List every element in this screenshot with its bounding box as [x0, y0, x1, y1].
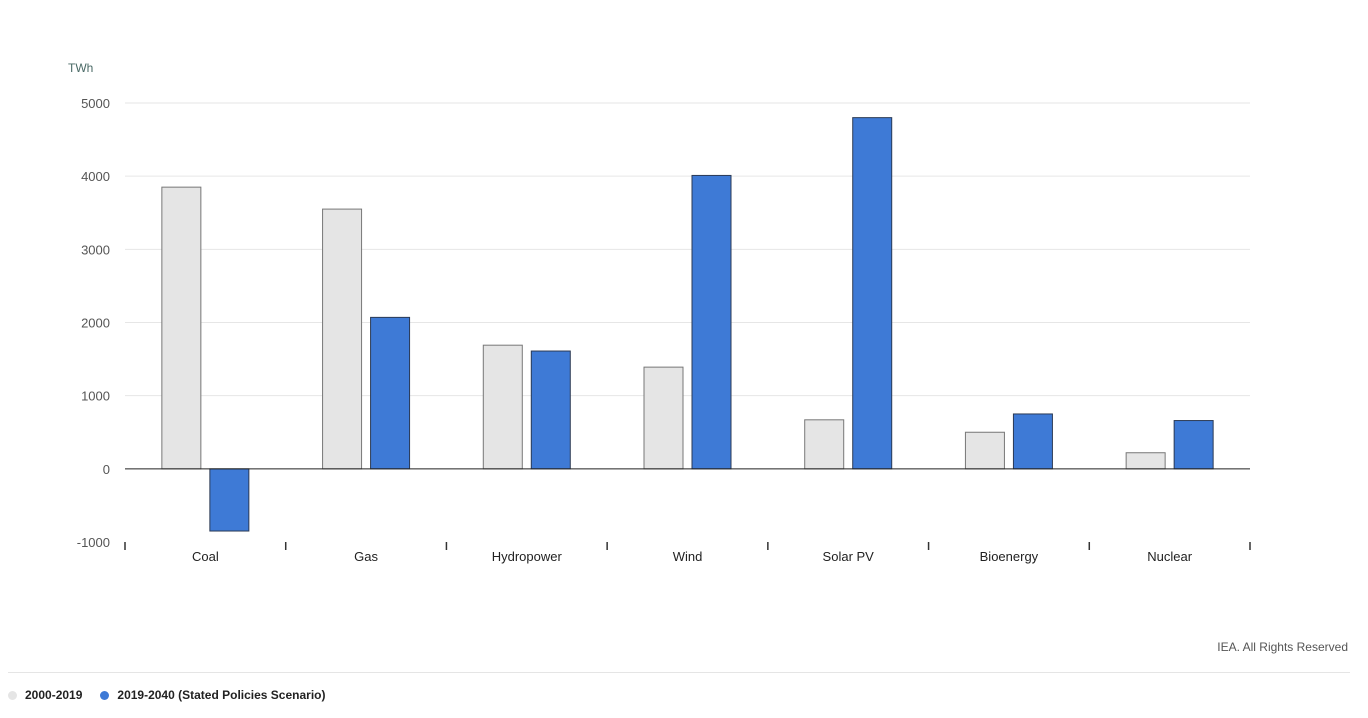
grid-lines: [125, 102, 1250, 397]
bar-bioenergy-series-2: [1012, 413, 1053, 470]
bar-hydropower-series-1: [482, 344, 523, 470]
bar-chart: TWh -1000 0 1000 2000 3000 4000 5000 Coal Gas Hy…: [68, 61, 1251, 564]
bar-gas-series-1: [322, 208, 363, 470]
y-tick-label: 3000: [81, 242, 110, 257]
legend-label: 2019-2040 (Stated Policies Scenario): [117, 688, 326, 702]
x-category-label: Nuclear: [1147, 549, 1192, 564]
y-axis-unit-label: TWh: [68, 61, 93, 75]
y-tick-label: -1000: [77, 535, 110, 550]
y-tick-label: 1000: [81, 389, 110, 404]
y-tick-label: 5000: [81, 96, 110, 111]
bar-nuclear-series-1: [1125, 452, 1166, 470]
bar-wind-series-2: [691, 174, 732, 470]
y-tick-label: 2000: [81, 316, 110, 331]
bar-wind-series-1: [643, 366, 684, 470]
bar-coal-series-1: [161, 186, 202, 470]
y-axis-ticks: -1000 0 1000 2000 3000 4000 5000: [77, 96, 110, 550]
x-category-label: Hydropower: [492, 549, 563, 564]
bar-hydropower-series-2: [530, 350, 571, 470]
x-axis: Coal Gas Hydropower Wind Solar PV Bioenergy Nu…: [124, 468, 1251, 564]
legend-swatch-icon: [8, 690, 17, 700]
legend-divider: [8, 672, 1350, 673]
bar-solar-pv-series-2: [852, 117, 893, 470]
bar-solar-pv-series-1: [804, 419, 845, 470]
bars: [161, 117, 1214, 532]
chart-legend: 2000-2019 2019-2040 (Stated Policies Scen…: [8, 688, 326, 702]
y-tick-label: 0: [103, 462, 110, 477]
bar-nuclear-series-2: [1173, 420, 1214, 470]
y-tick-label: 4000: [81, 169, 110, 184]
bar-gas-series-2: [370, 316, 411, 470]
x-category-label: Bioenergy: [980, 549, 1039, 564]
bar-coal-series-2: [209, 468, 250, 532]
copyright-credit: IEA. All Rights Reserved: [1217, 640, 1348, 654]
bar-bioenergy-series-1: [964, 431, 1005, 470]
x-category-label: Solar PV: [823, 549, 875, 564]
legend-item-series-1[interactable]: 2000-2019: [8, 688, 82, 702]
x-category-label: Coal: [192, 549, 219, 564]
x-category-label: Gas: [354, 549, 378, 564]
legend-swatch-icon: [100, 690, 110, 700]
legend-item-series-2[interactable]: 2019-2040 (Stated Policies Scenario): [100, 688, 326, 702]
legend-label: 2000-2019: [25, 688, 83, 702]
x-category-label: Wind: [673, 549, 703, 564]
